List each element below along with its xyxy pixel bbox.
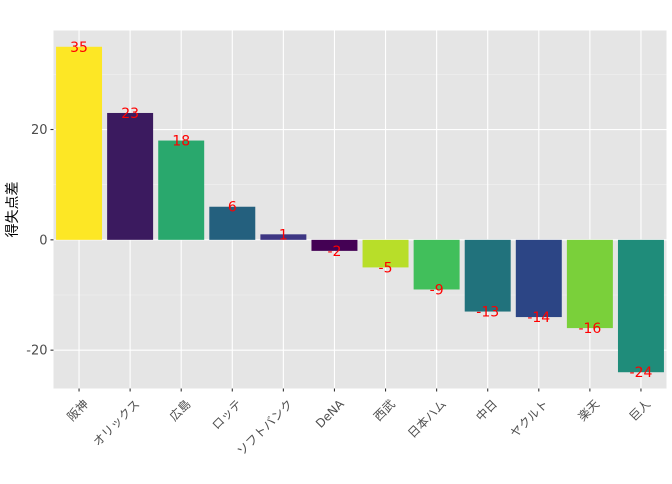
- plot-panel: [53, 30, 667, 389]
- data-label: -5: [379, 260, 393, 276]
- x-tick-label: 中日: [472, 396, 500, 424]
- x-tick-label: DeNA: [313, 396, 347, 430]
- data-label: 35: [70, 40, 88, 56]
- y-axis-title: 得失点差: [4, 182, 21, 238]
- data-label: -24: [630, 365, 653, 381]
- x-tick-label: 阪神: [65, 397, 92, 424]
- y-axis: -20 0 20: [26, 123, 54, 359]
- bar: [362, 239, 409, 268]
- bar: [158, 140, 205, 240]
- bar: [311, 239, 358, 251]
- data-label: 6: [228, 200, 237, 216]
- x-tick-label: 楽天: [575, 397, 602, 424]
- x-tick-label: 巨人: [626, 397, 653, 424]
- x-tick-label: 広島: [166, 396, 194, 424]
- bar: [464, 239, 511, 312]
- data-label: 18: [172, 134, 190, 150]
- data-label: -16: [578, 321, 601, 337]
- x-tick-label: ロッテ: [209, 397, 244, 432]
- x-tick-label: 西武: [371, 397, 398, 424]
- data-labels: 35 23 18 6 1 -2 -5 -9 -13 -14 -16 -24: [70, 40, 652, 381]
- y-tick-label: 0: [39, 233, 47, 248]
- bar: [566, 239, 613, 329]
- bar: [260, 234, 307, 240]
- x-tick-label: ヤクルト: [508, 397, 552, 441]
- y-tick-label: 20: [31, 123, 48, 138]
- data-label: -2: [327, 244, 341, 260]
- data-label: -13: [476, 305, 499, 321]
- bar: [413, 239, 460, 290]
- x-tick-label: 日本ハム: [405, 397, 449, 441]
- y-tick-label: -20: [26, 344, 47, 359]
- x-tick-label: オリックス: [90, 397, 142, 449]
- bar: [515, 239, 562, 318]
- data-label: -9: [430, 282, 444, 298]
- data-label: 1: [279, 227, 288, 243]
- bar: [107, 112, 154, 240]
- bars: [56, 46, 664, 373]
- data-label: 23: [121, 106, 139, 122]
- bar: [209, 206, 256, 240]
- minor-gridlines: [53, 74, 667, 296]
- bar: [56, 46, 103, 240]
- data-label: -14: [527, 310, 550, 326]
- bar: [617, 239, 664, 373]
